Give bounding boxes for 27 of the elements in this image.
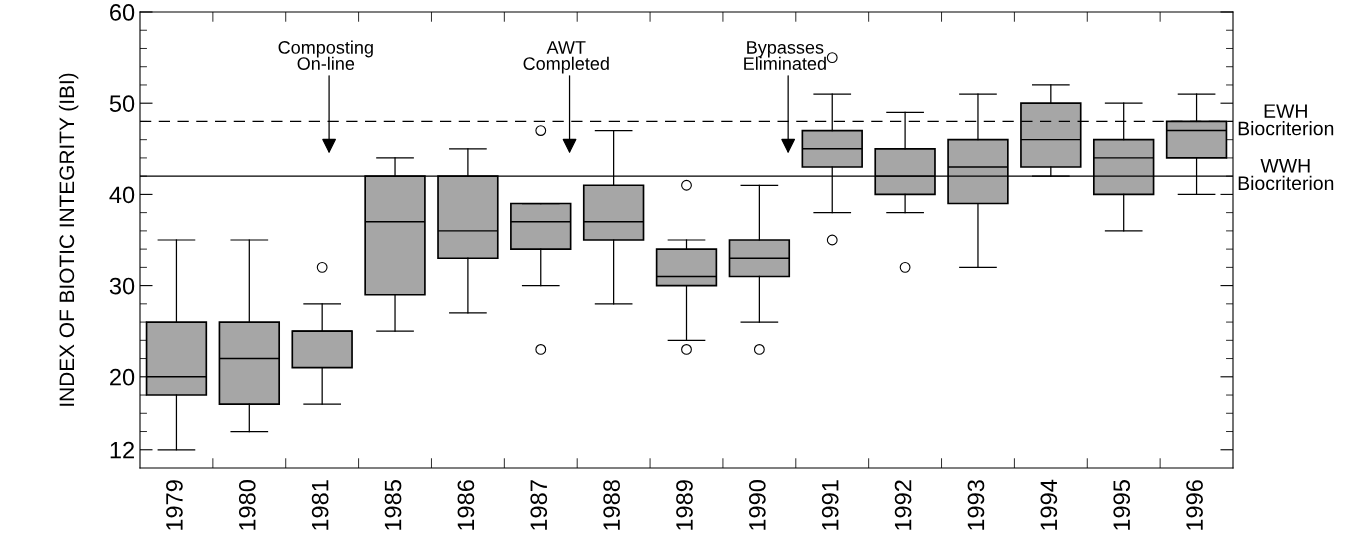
x-tick-label: 1985 <box>384 480 402 530</box>
ref-line-label: WWH Biocriterion <box>1238 159 1334 191</box>
y-tick-label: 20 <box>110 368 135 386</box>
x-tick-label: 1980 <box>238 480 256 530</box>
annotation: AWT Completed <box>523 41 609 74</box>
y-tick-label: 30 <box>109 277 135 295</box>
ref-line-label: EWH Biocriterion <box>1238 104 1334 136</box>
annotation: Bypasses Eliminated <box>744 41 826 70</box>
x-tick-label: 1991 <box>821 480 839 530</box>
y-tick-label: 40 <box>109 186 135 204</box>
x-tick-label: 1993 <box>967 480 985 530</box>
x-tick-label: 1996 <box>1186 480 1203 530</box>
y-tick-label: 50 <box>109 95 135 112</box>
x-tick-label: 1989 <box>676 480 693 530</box>
x-tick-label: 1987 <box>530 480 548 530</box>
x-tick-label: 1988 <box>603 480 620 530</box>
x-tick-label: 1981 <box>311 480 329 530</box>
annotation: Composting On-line <box>278 40 373 70</box>
y-tick-label: 12 <box>110 441 134 459</box>
x-tick-label: 1992 <box>894 480 912 530</box>
x-tick-label: 1986 <box>457 480 475 530</box>
y-axis-title: INDEX OF BIOTIC INTEGRITY (IBI) <box>58 73 79 406</box>
y-tick-label: 60 <box>110 4 135 21</box>
x-tick-label: 1990 <box>748 480 766 530</box>
x-tick-label: 1994 <box>1040 479 1058 530</box>
x-tick-label: 1979 <box>166 480 183 530</box>
x-tick-label: 1995 <box>1113 480 1131 530</box>
